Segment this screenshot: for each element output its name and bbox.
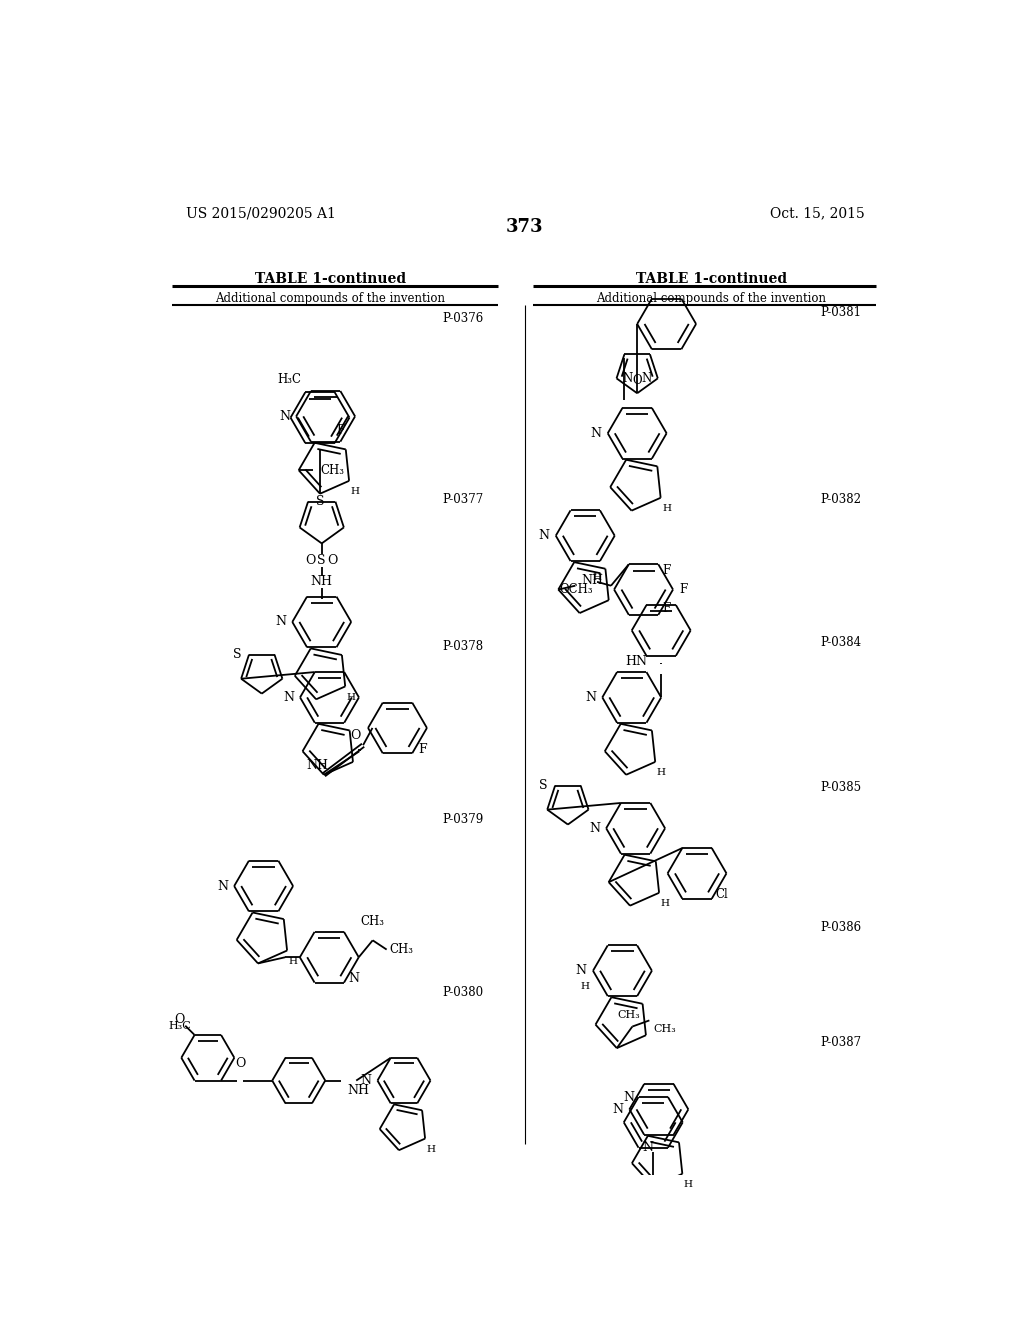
Text: N: N — [348, 973, 358, 985]
Text: N: N — [642, 1142, 653, 1154]
Text: TABLE 1-continued: TABLE 1-continued — [255, 272, 406, 286]
Text: N: N — [575, 964, 587, 977]
Text: P-0382: P-0382 — [820, 494, 861, 507]
Text: NH: NH — [582, 574, 603, 587]
Text: O: O — [350, 729, 360, 742]
Text: NH: NH — [347, 1085, 369, 1097]
Text: OCH₃: OCH₃ — [559, 583, 593, 597]
Text: O: O — [174, 1012, 184, 1026]
Text: CH₃: CH₃ — [321, 463, 344, 477]
Text: TABLE 1-continued: TABLE 1-continued — [636, 272, 786, 286]
Text: F: F — [336, 424, 344, 437]
Text: S: S — [317, 554, 326, 566]
Text: N: N — [539, 529, 550, 543]
Text: H: H — [350, 487, 359, 496]
Text: N: N — [585, 690, 596, 704]
Text: N: N — [360, 1074, 372, 1088]
Text: S: S — [232, 648, 242, 661]
Text: H: H — [427, 1144, 435, 1154]
Text: N: N — [612, 1102, 624, 1115]
Text: H: H — [593, 573, 601, 582]
Text: P-0384: P-0384 — [820, 636, 861, 649]
Text: O: O — [328, 554, 338, 566]
Text: H: H — [581, 982, 590, 991]
Text: Additional compounds of the invention: Additional compounds of the invention — [596, 293, 826, 305]
Text: N: N — [217, 879, 228, 892]
Text: N: N — [279, 409, 290, 422]
Text: N: N — [623, 372, 633, 385]
Text: P-0379: P-0379 — [442, 813, 483, 826]
Text: NH: NH — [310, 576, 333, 589]
Text: S: S — [539, 779, 548, 792]
Text: P-0386: P-0386 — [820, 921, 861, 933]
Text: N: N — [589, 822, 600, 834]
Text: Oct. 15, 2015: Oct. 15, 2015 — [769, 206, 864, 220]
Text: 373: 373 — [506, 218, 544, 236]
Text: N: N — [641, 372, 651, 385]
Text: O: O — [236, 1057, 246, 1069]
Text: H: H — [663, 504, 671, 513]
Text: NH: NH — [306, 759, 329, 772]
Text: H: H — [656, 768, 666, 777]
Text: H: H — [660, 899, 670, 908]
Text: Additional compounds of the invention: Additional compounds of the invention — [215, 293, 445, 305]
Text: N: N — [624, 1090, 635, 1104]
Text: P-0385: P-0385 — [820, 780, 861, 793]
Text: P-0378: P-0378 — [442, 640, 483, 652]
Text: CH₃: CH₃ — [389, 942, 413, 956]
Text: P-0381: P-0381 — [820, 306, 861, 319]
Text: CH₃: CH₃ — [617, 1010, 640, 1020]
Text: HN: HN — [626, 655, 647, 668]
Text: N: N — [283, 690, 294, 704]
Text: O: O — [633, 374, 642, 387]
Text: O: O — [306, 554, 316, 566]
Text: H₃C: H₃C — [168, 1022, 190, 1031]
Text: P-0377: P-0377 — [442, 494, 483, 507]
Text: P-0380: P-0380 — [442, 986, 483, 999]
Text: US 2015/0290205 A1: US 2015/0290205 A1 — [186, 206, 336, 220]
Text: Cl: Cl — [716, 888, 728, 902]
Text: CH₃: CH₃ — [653, 1024, 676, 1035]
Text: F: F — [679, 583, 687, 597]
Text: H₃C: H₃C — [278, 374, 301, 387]
Text: H: H — [684, 1180, 693, 1189]
Text: H: H — [289, 957, 298, 966]
Text: CH₃: CH₃ — [360, 915, 385, 928]
Text: F: F — [663, 602, 671, 615]
Text: N: N — [591, 426, 601, 440]
Text: F: F — [663, 564, 671, 577]
Text: H: H — [347, 693, 355, 702]
Text: F: F — [419, 743, 427, 756]
Text: S: S — [315, 495, 325, 508]
Text: N: N — [275, 615, 286, 628]
Text: P-0376: P-0376 — [442, 313, 483, 326]
Text: P-0387: P-0387 — [820, 1036, 861, 1049]
